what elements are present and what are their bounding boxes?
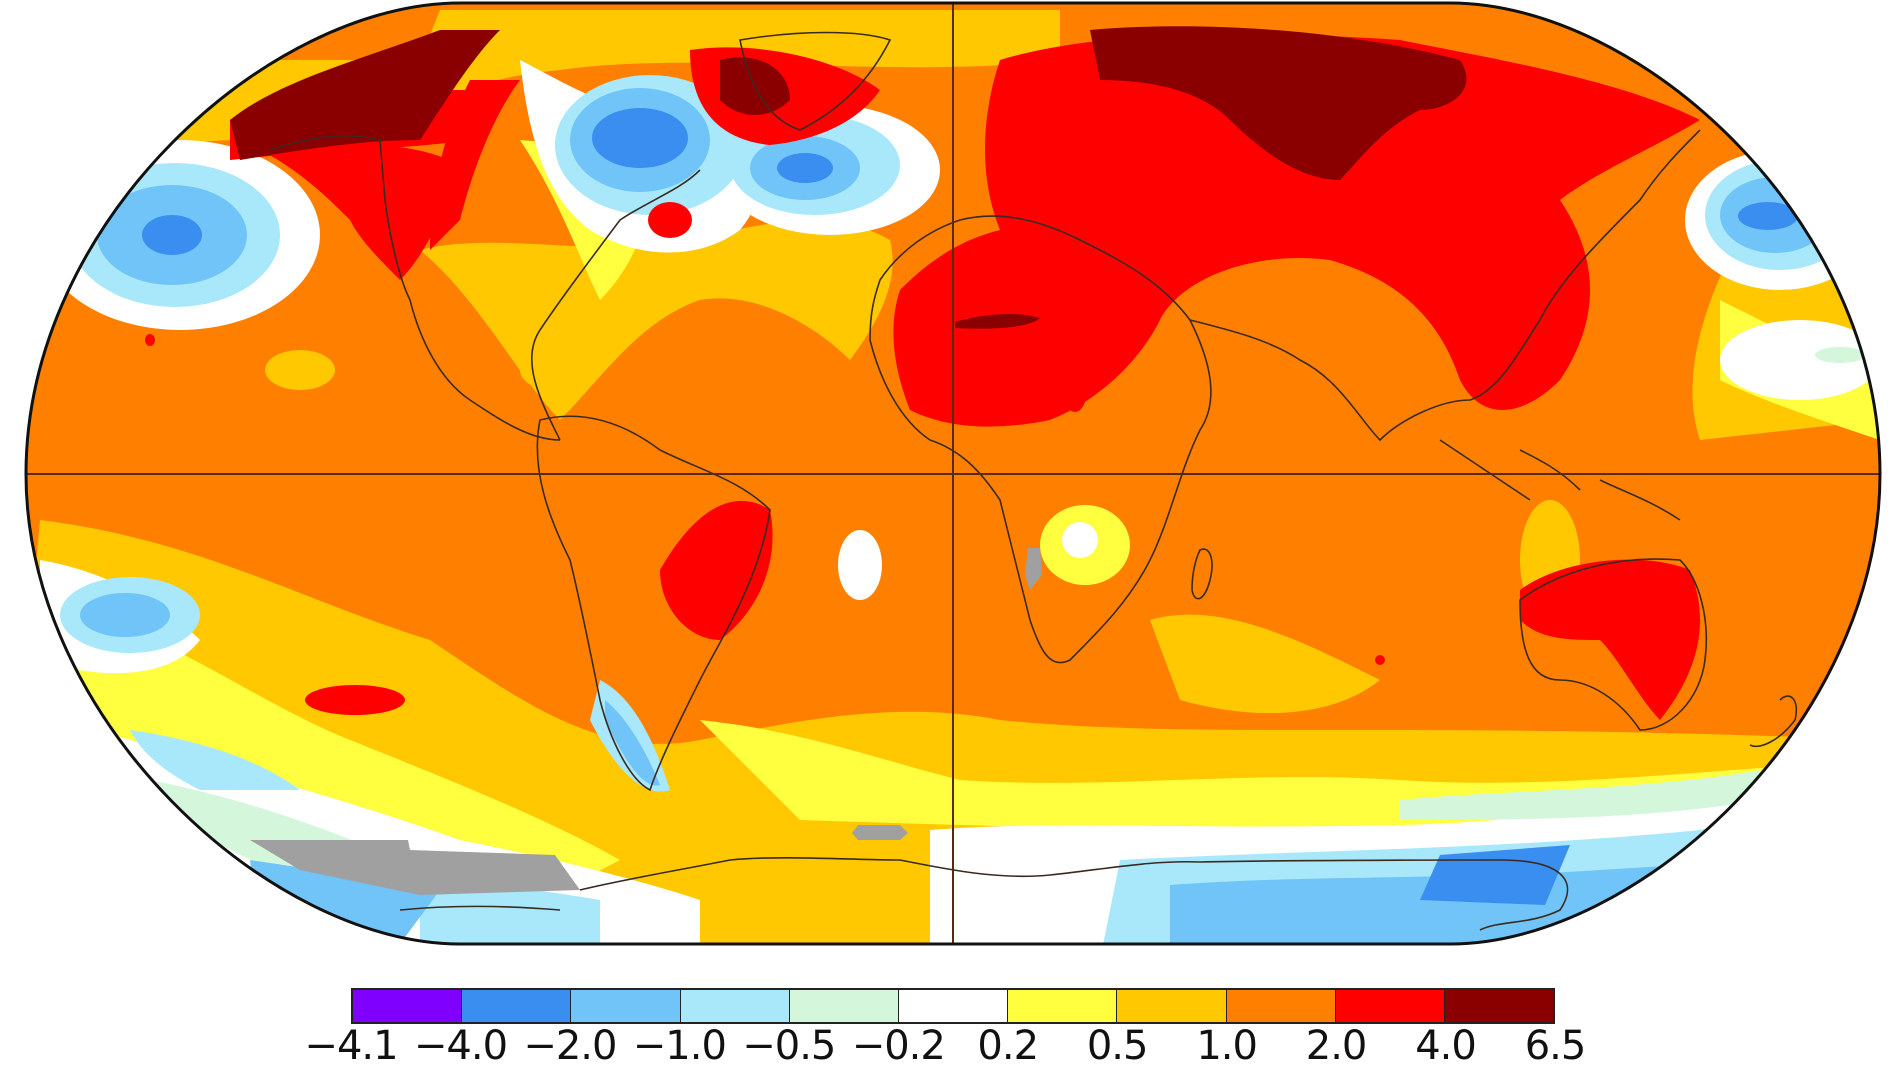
missing-data xyxy=(250,548,1042,895)
anomaly-field xyxy=(26,3,1880,944)
colorbar-swatch xyxy=(898,990,1009,1022)
coastlines xyxy=(269,31,1798,931)
colorbar-tick-label: −1.0 xyxy=(632,1023,727,1069)
colorbar-tick-label: −4.1 xyxy=(304,1023,398,1069)
colorbar-swatch xyxy=(680,990,790,1022)
colorbar-swatch xyxy=(1008,990,1118,1022)
colorbar-swatch xyxy=(1444,990,1554,1022)
colorbar-tick-label: −0.2 xyxy=(851,1023,946,1069)
colorbar-swatch xyxy=(571,990,681,1022)
colorbar-swatch xyxy=(1335,990,1445,1022)
colorbar-swatch xyxy=(1117,990,1227,1022)
colorbar-swatch xyxy=(462,990,572,1022)
colorbar-tick-label: −2.0 xyxy=(523,1023,617,1069)
colorbar-tick-label: 2.0 xyxy=(1305,1023,1368,1069)
colorbar-tick-label: 0.5 xyxy=(1086,1023,1149,1069)
colorbar-tick-label: 4.0 xyxy=(1415,1023,1477,1069)
colorbar-tick-label: 0.2 xyxy=(977,1023,1039,1069)
temperature-anomaly-map xyxy=(24,1,1882,946)
colorbar xyxy=(351,988,1555,1024)
colorbar-swatch xyxy=(353,990,463,1022)
colorbar-tick-label: 1.0 xyxy=(1196,1023,1258,1069)
map-outline xyxy=(24,1,1882,946)
map-canvas xyxy=(24,1,1882,946)
colorbar-swatch xyxy=(789,990,899,1022)
colorbar-swatch xyxy=(1226,990,1336,1022)
colorbar-tick-label: −0.5 xyxy=(742,1023,836,1069)
colorbar-tick-label: −4.0 xyxy=(413,1023,508,1069)
colorbar-labels: −4.1 −4.0 −2.0 −1.0 −0.5 −0.2 0.2 0.5 1.0 2.0 4.0 6… xyxy=(304,1023,1586,1069)
colorbar-tick-label: 6.5 xyxy=(1524,1023,1587,1069)
